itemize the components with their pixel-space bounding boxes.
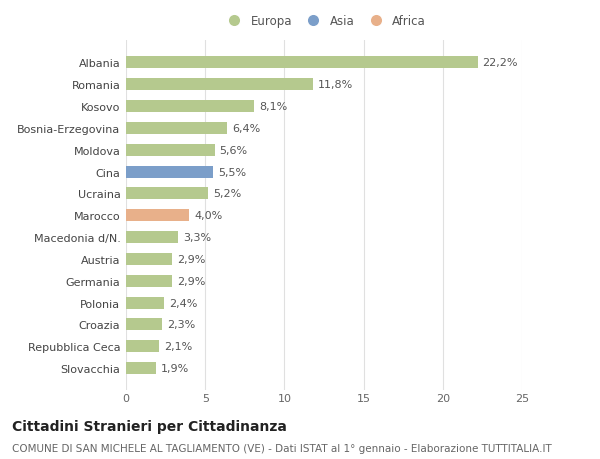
Text: 2,3%: 2,3%: [167, 320, 196, 330]
Text: 5,5%: 5,5%: [218, 167, 246, 177]
Text: 2,9%: 2,9%: [176, 276, 205, 286]
Text: Cittadini Stranieri per Cittadinanza: Cittadini Stranieri per Cittadinanza: [12, 420, 287, 434]
Text: 22,2%: 22,2%: [482, 58, 518, 68]
Text: COMUNE DI SAN MICHELE AL TAGLIAMENTO (VE) - Dati ISTAT al 1° gennaio - Elaborazi: COMUNE DI SAN MICHELE AL TAGLIAMENTO (VE…: [12, 443, 552, 453]
Text: 6,4%: 6,4%: [232, 123, 260, 134]
Bar: [126, 79, 313, 91]
Legend: Europa, Asia, Africa: Europa, Asia, Africa: [220, 12, 428, 30]
Bar: [126, 275, 172, 287]
Text: 5,6%: 5,6%: [220, 146, 248, 155]
Bar: [126, 188, 208, 200]
Bar: [126, 253, 172, 265]
Bar: [126, 166, 213, 178]
Bar: [126, 210, 190, 222]
Text: 2,1%: 2,1%: [164, 341, 192, 352]
Bar: [126, 144, 215, 157]
Text: 4,0%: 4,0%: [194, 211, 223, 221]
Text: 1,9%: 1,9%: [161, 364, 189, 373]
Bar: [126, 319, 163, 330]
Text: 11,8%: 11,8%: [317, 80, 353, 90]
Bar: [126, 297, 164, 309]
Bar: [126, 101, 254, 113]
Bar: [126, 362, 156, 374]
Text: 5,2%: 5,2%: [213, 189, 241, 199]
Text: 8,1%: 8,1%: [259, 102, 287, 112]
Bar: [126, 231, 178, 244]
Text: 3,3%: 3,3%: [183, 233, 211, 242]
Bar: [126, 123, 227, 134]
Bar: [126, 341, 159, 353]
Bar: [126, 57, 478, 69]
Text: 2,4%: 2,4%: [169, 298, 197, 308]
Text: 2,9%: 2,9%: [176, 254, 205, 264]
